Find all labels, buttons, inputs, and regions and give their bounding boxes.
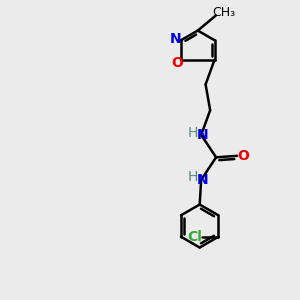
Text: N: N: [197, 173, 208, 187]
Text: H: H: [188, 125, 198, 140]
Text: N: N: [170, 32, 182, 46]
Text: N: N: [197, 128, 208, 142]
Text: O: O: [238, 149, 250, 163]
Text: O: O: [171, 56, 183, 70]
Text: H: H: [188, 170, 198, 184]
Text: CH₃: CH₃: [212, 5, 236, 19]
Text: Cl: Cl: [188, 230, 202, 244]
